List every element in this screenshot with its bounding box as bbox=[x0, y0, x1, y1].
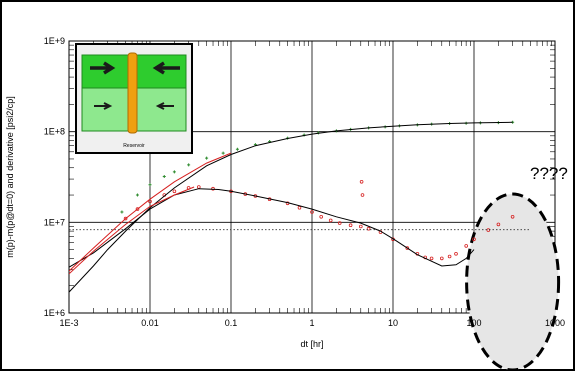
derivative_measured-point bbox=[297, 205, 302, 210]
derivative_measured-point bbox=[360, 193, 365, 197]
x-tick-label: 10 bbox=[388, 318, 398, 328]
inset-caption: Reservoir bbox=[123, 143, 145, 149]
pressure_change_model-line bbox=[69, 121, 513, 293]
derivative_measured-point bbox=[359, 180, 364, 184]
x-tick-label: 1000 bbox=[545, 318, 565, 328]
pressure_change_measured-point bbox=[172, 170, 176, 174]
derivative_measured-point bbox=[486, 228, 491, 232]
derivative_measured-point bbox=[366, 226, 371, 231]
series-layer bbox=[69, 120, 531, 293]
pressure_change_measured-point bbox=[162, 175, 166, 179]
x-tick-label: 1 bbox=[309, 318, 314, 328]
derivative_measured-point bbox=[405, 246, 410, 250]
arrow-icon bbox=[155, 102, 174, 110]
highlight-ellipse bbox=[465, 192, 561, 371]
y-tick-label: 1E+6 bbox=[44, 308, 65, 318]
fracture-icon bbox=[127, 52, 138, 134]
y-axis-label: m(p)-m(p@dt=0) and derivative [psi2/cp] bbox=[5, 96, 15, 257]
pressure_change_early_fit-line bbox=[69, 152, 232, 272]
derivative_measured-point bbox=[319, 215, 324, 219]
derivative_measured-point bbox=[123, 216, 128, 221]
pressure_change_measured-point bbox=[187, 163, 191, 167]
derivative_measured-point bbox=[337, 221, 342, 225]
x-tick-label: 0.1 bbox=[225, 318, 238, 328]
derivative_measured-point bbox=[429, 256, 434, 261]
derivative_measured-point bbox=[439, 256, 444, 261]
derivative_measured-point bbox=[148, 199, 152, 204]
derivative_measured-point bbox=[454, 252, 458, 256]
arrow-icon bbox=[152, 61, 180, 75]
pressure_change_measured-point bbox=[148, 183, 152, 187]
pressure_change_measured-point bbox=[135, 193, 139, 197]
x-axis-label: dt [hr] bbox=[300, 339, 323, 349]
derivative_measured-point bbox=[510, 215, 515, 219]
derivative_measured-point bbox=[472, 237, 476, 242]
question-annotation: ???? bbox=[530, 164, 568, 183]
arrow-icon bbox=[90, 61, 116, 75]
x-tick-labels: 1E-3 0.01 0.1 1 10 100 1000 bbox=[59, 318, 565, 328]
derivative_measured-point bbox=[172, 189, 177, 194]
pressure_change_measured-point bbox=[205, 156, 209, 160]
derivative_early_fit-line bbox=[69, 186, 195, 275]
minor-ticks bbox=[69, 41, 555, 313]
pressure_change_measured-point bbox=[120, 210, 124, 214]
derivative_measured-point bbox=[310, 210, 314, 214]
x-tick-label: 1E-3 bbox=[59, 318, 78, 328]
y-tick-labels: 1E+6 1E+7 1E+8 1E+9 bbox=[44, 36, 65, 318]
derivative_measured-point bbox=[358, 224, 363, 229]
derivative_model-line bbox=[69, 188, 475, 268]
derivative_measured-point bbox=[496, 222, 501, 227]
derivative_measured-point bbox=[211, 186, 215, 191]
derivative_measured-point bbox=[464, 244, 469, 248]
y-tick-label: 1E+7 bbox=[44, 217, 65, 227]
arrow-icon bbox=[94, 102, 113, 110]
pressure_change_measured-point bbox=[221, 151, 225, 155]
ellipse-layer bbox=[465, 192, 561, 371]
x-tick-label: 100 bbox=[466, 318, 481, 328]
derivative_measured-point bbox=[328, 218, 333, 223]
inset-diagram: Reservoir bbox=[75, 43, 193, 154]
pressure_change_measured-point bbox=[235, 147, 239, 151]
y-tick-label: 1E+9 bbox=[44, 36, 65, 46]
x-tick-label: 0.01 bbox=[141, 318, 159, 328]
derivative_measured-point bbox=[135, 207, 140, 211]
y-tick-label: 1E+8 bbox=[44, 127, 65, 137]
derivative_measured-point bbox=[447, 254, 452, 259]
derivative_measured-point bbox=[348, 223, 353, 228]
